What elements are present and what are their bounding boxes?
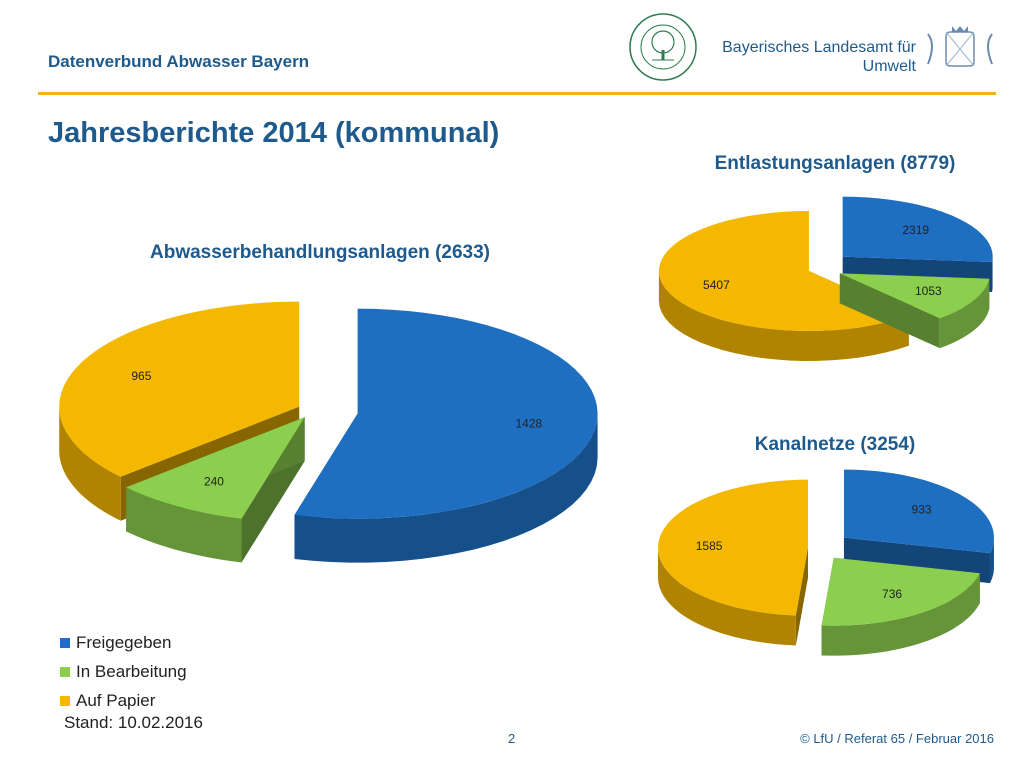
data-label-auf-papier: 1585 bbox=[696, 539, 723, 553]
pie-slice-auf-papier bbox=[658, 479, 809, 616]
header-divider bbox=[38, 92, 996, 95]
chart-title-kanalnetze: Kanalnetze (3254) bbox=[754, 434, 916, 455]
org-name-line1: Bayerisches Landesamt für bbox=[722, 39, 916, 56]
pie-slice-side bbox=[294, 413, 598, 563]
chart-legend: Freigegeben In Bearbeitung Auf Papier bbox=[60, 628, 187, 715]
data-label-auf-papier: 965 bbox=[131, 369, 151, 383]
pie-slice-side bbox=[59, 406, 121, 521]
legend-item-auf-papier: Auf Papier bbox=[60, 686, 187, 715]
page-number: 2 bbox=[508, 731, 516, 746]
footer-copyright: © LfU / Referat 65 / Februar 2016 bbox=[800, 731, 994, 746]
pie-slice-side bbox=[658, 547, 796, 646]
legend-label: Auf Papier bbox=[76, 690, 156, 710]
data-label-freigegeben: 933 bbox=[912, 503, 932, 517]
pie-chart-3: 933 1585 736 bbox=[658, 469, 994, 656]
pie-slice-in-bearbeitung bbox=[126, 417, 305, 519]
data-label-auf-papier: 5407 bbox=[703, 278, 730, 292]
pie-slice-auf-papier bbox=[59, 301, 300, 477]
pie-slice-side bbox=[658, 270, 909, 361]
pie-chart-2: 2319 5407 1053 bbox=[658, 196, 993, 361]
pie-slice-wall bbox=[839, 273, 940, 349]
pie-slice-side bbox=[821, 573, 980, 656]
pie-slice-side bbox=[126, 487, 242, 563]
legend-swatch bbox=[60, 666, 70, 677]
pie-slice-freigegeben bbox=[843, 469, 994, 554]
data-label-freigegeben: 2319 bbox=[902, 223, 929, 237]
legend-label: Freigegeben bbox=[76, 632, 172, 652]
chart-title-entlastungsanlagen: Entlastungsanlagen (8779) bbox=[714, 153, 956, 174]
pie-slice-freigegeben bbox=[842, 196, 993, 262]
org-name-line2: Umwelt bbox=[862, 58, 916, 75]
pie-slice-side bbox=[989, 537, 994, 584]
data-label-freigegeben: 1428 bbox=[516, 417, 543, 431]
data-label-in-bearbeitung: 736 bbox=[882, 587, 902, 601]
chart-title-abwasserbehandlungsanlagen: Abwasserbehandlungsanlagen (2633) bbox=[150, 242, 490, 263]
legend-item-in-bearbeitung: In Bearbeitung bbox=[60, 657, 187, 686]
bavarian-coat-of-arms-logo bbox=[927, 26, 993, 67]
slide-title: Jahresberichte 2014 (kommunal) bbox=[48, 117, 500, 149]
legend-swatch bbox=[60, 637, 70, 648]
pie-slice-freigegeben bbox=[294, 308, 598, 519]
pie-chart-1: 965 1428 240 bbox=[59, 301, 598, 563]
legend-item-freigegeben: Freigegeben bbox=[60, 628, 187, 657]
pie-slice-in-bearbeitung bbox=[839, 273, 990, 319]
pie-slice-side bbox=[992, 256, 993, 292]
legend-label: In Bearbeitung bbox=[76, 661, 187, 681]
ministry-seal-logo bbox=[629, 13, 697, 81]
pie-slice-in-bearbeitung bbox=[821, 557, 980, 626]
data-label-in-bearbeitung: 240 bbox=[204, 475, 224, 489]
pie-slice-wall bbox=[795, 547, 809, 646]
data-label-in-bearbeitung: 1053 bbox=[915, 284, 942, 298]
organization-name: Bayerisches Landesamt für Umwelt bbox=[722, 38, 916, 76]
legend-swatch bbox=[60, 695, 70, 706]
stand-date: Stand: 10.02.2016 bbox=[64, 713, 203, 732]
pie-slice-side bbox=[939, 278, 990, 349]
header-title: Datenverbund Abwasser Bayern bbox=[48, 52, 310, 71]
